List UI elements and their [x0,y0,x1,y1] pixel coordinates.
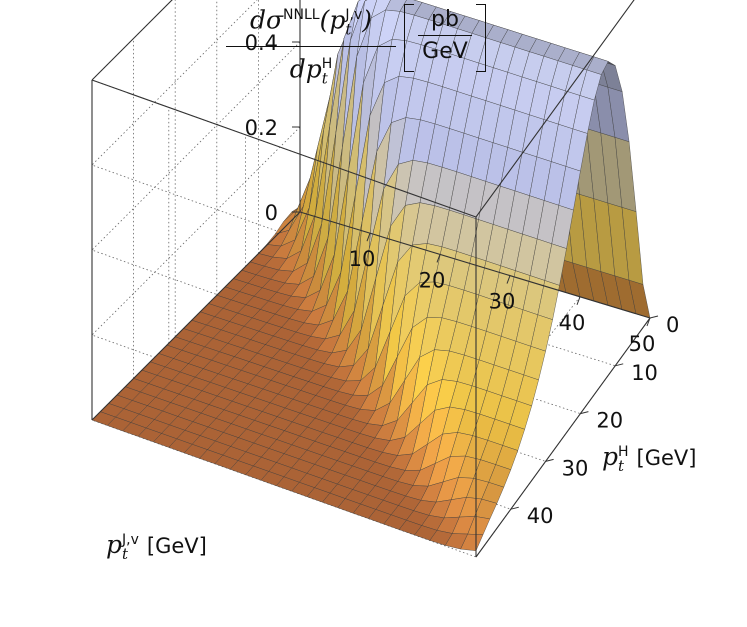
x-tick-label: 10 [349,247,376,271]
y-tick-mark [615,363,624,367]
x-tick-mark [436,254,441,263]
x-tick-label: 30 [489,290,516,314]
y-tick-mark [580,411,589,415]
x-axis-label: ptJ,v [GeV] [106,530,207,563]
y-tick-mark [510,506,519,510]
z-tick-label: 0 [265,201,278,225]
surface [91,0,651,552]
unit-top: pb [418,6,472,36]
x-tick-label: 20 [419,268,446,292]
y-axis-label: ptH [GeV] [602,442,697,475]
z-tick-label: 0.2 [245,116,278,140]
y-tick-label: 20 [596,409,623,433]
z-tick-label: 0.4 [245,31,278,55]
title-numerator: dσNNLL(ptJ,v) [226,0,396,48]
y-tick-label: 10 [631,361,658,385]
floor-front-edge [91,211,651,558]
x-tick-mark [366,233,371,242]
x-tick-label: 40 [559,311,586,335]
y-tick-label: 30 [562,456,589,480]
title-unit: pb GeV [404,4,486,72]
x-tick-mark [576,296,581,305]
chart-title-fraction: dσNNLL(ptJ,v) dptH [226,0,396,94]
title-denominator: dptH [289,54,333,88]
y-tick-label: 40 [527,504,554,528]
x-tick-mark [646,317,651,327]
x-tick-label: 50 [629,332,656,356]
y-tick-mark [545,458,554,462]
y-tick-label: 0 [666,313,679,337]
y-tick-mark [649,315,659,319]
ceiling-edge [91,0,635,218]
x-tick-mark [506,275,511,284]
unit-bottom: GeV [422,39,468,64]
floor-grid-line [398,296,581,530]
